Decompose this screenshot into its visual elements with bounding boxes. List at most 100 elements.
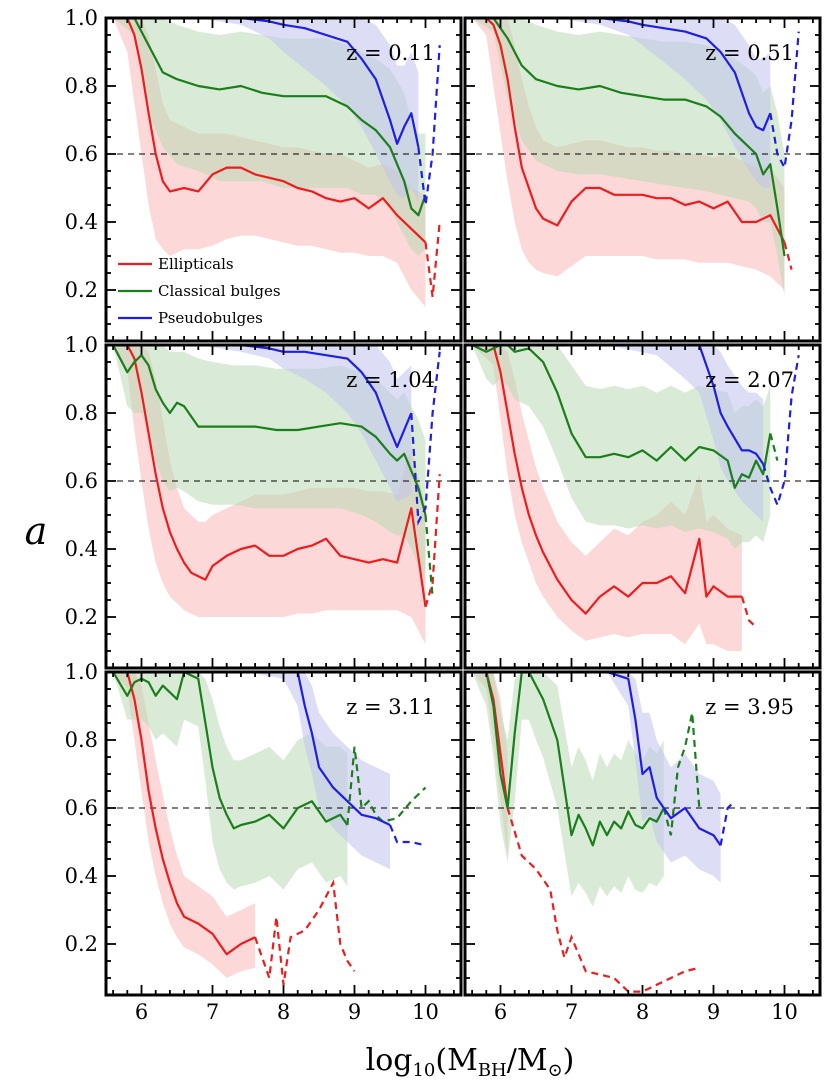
- y-tick-label: 0.6: [65, 469, 98, 493]
- dashed-line-ellipticals: [740, 596, 757, 628]
- dashed-line-ellipticals: [424, 474, 441, 608]
- line-ellipticals: [113, 345, 427, 607]
- dashed-line-pseudobulges: [769, 31, 800, 172]
- redshift-label: z = 3.95: [705, 695, 794, 719]
- y-tick-label: 0.2: [65, 278, 98, 302]
- band-ellipticals: [472, 345, 742, 651]
- plot-area: [106, 345, 461, 645]
- panel-2: z = 0.51: [463, 16, 822, 343]
- line-pseudobulges: [472, 345, 765, 465]
- dashed-line-classical-bulges: [769, 433, 779, 461]
- x-tick-label: 8: [277, 1000, 290, 1024]
- dashed-line-pseudobulges: [388, 824, 426, 847]
- band-ellipticals: [113, 672, 256, 978]
- panel-1: 0.2 0.4 0.6 0.8 1.0 z = 0.11: [65, 6, 463, 343]
- panel-3: 0.2 0.4 0.6 0.8 1.0 z = 1.04: [65, 333, 463, 670]
- plot-area: [106, 18, 461, 307]
- line-classical-bulges: [112, 672, 349, 830]
- band-pseudobulges: [472, 672, 721, 883]
- dashed-line-ellipticals: [506, 807, 700, 993]
- x-axis-label-sub: 10: [412, 1060, 435, 1081]
- line-pseudobulges: [113, 345, 413, 449]
- y-tick-label: 0.2: [65, 605, 98, 629]
- x-tick-label: 9: [707, 1000, 720, 1024]
- line-ellipticals: [113, 672, 256, 956]
- band-classical-bulges: [472, 345, 771, 549]
- line-ellipticals: [472, 345, 742, 615]
- x-tick-label: 9: [348, 1000, 361, 1024]
- band-classical-bulges: [472, 672, 664, 907]
- x-axis-label-log: log: [366, 1043, 413, 1078]
- y-tick-label: 0.4: [65, 537, 98, 561]
- line-classical-bulges: [472, 18, 786, 257]
- dashed-line-ellipticals: [424, 221, 441, 297]
- y-tick-label: 0.6: [65, 142, 98, 166]
- y-tick-label: 0.8: [65, 74, 98, 98]
- panels-group: 0.2 0.4 0.6 0.8 1.0 z = 0.11 z = 0.51 0.2 0.4 0.6…: [65, 6, 822, 1024]
- redshift-label: z = 2.07: [705, 368, 794, 392]
- dashed-line-pseudobulges: [410, 351, 441, 526]
- plot-area: [465, 672, 820, 993]
- plot-area: [106, 672, 461, 985]
- plot-area: [465, 345, 820, 651]
- y-tick-label: 0.6: [65, 796, 98, 820]
- x-tick-label: 6: [135, 1000, 148, 1024]
- band-pseudobulges: [113, 345, 412, 502]
- line-pseudobulges: [472, 18, 772, 132]
- plot-area: [465, 18, 820, 297]
- line-classical-bulges: [472, 672, 665, 847]
- dashed-line-ellipticals: [783, 242, 793, 270]
- x-axis-label-bh: BH: [478, 1060, 507, 1081]
- x-tick-label: 7: [206, 1000, 219, 1024]
- x-axis-label-sun: ⊙: [548, 1060, 563, 1081]
- y-tick-label: 0.8: [65, 401, 98, 425]
- band-pseudobulges: [113, 672, 390, 870]
- dashed-line-pseudobulges: [417, 45, 441, 206]
- y-tick-label: 0.4: [65, 864, 98, 888]
- redshift-label: z = 0.11: [346, 41, 435, 65]
- x-axis-label-open: (M: [435, 1043, 477, 1078]
- x-tick-label: 8: [636, 1000, 649, 1024]
- legend-label: Pseudobulges: [158, 309, 263, 327]
- line-ellipticals: [472, 18, 786, 243]
- x-tick-label: 10: [771, 1000, 798, 1024]
- y-tick-label: 0.4: [65, 210, 98, 234]
- line-pseudobulges: [113, 18, 420, 148]
- legend: Ellipticals Classical bulges Pseudobulges: [118, 255, 281, 327]
- legend-label: Classical bulges: [158, 282, 281, 300]
- y-tick-label: 1.0: [65, 333, 98, 357]
- y-tick-label: 1.0: [65, 660, 98, 684]
- band-pseudobulges: [472, 18, 771, 188]
- x-axis-label: log10(MBH/M⊙): [366, 1043, 575, 1081]
- line-classical-bulges: [113, 18, 427, 217]
- redshift-label: z = 3.11: [346, 695, 435, 719]
- dashed-line-classical-bulges: [424, 514, 434, 597]
- y-axis-label: a: [25, 509, 48, 553]
- dashed-line-pseudobulges: [762, 355, 800, 509]
- x-tick-label: 10: [412, 1000, 439, 1024]
- line-ellipticals: [113, 18, 427, 244]
- line-classical-bulges: [471, 345, 772, 489]
- line-classical-bulges: [112, 345, 427, 516]
- y-tick-label: 0.2: [65, 932, 98, 956]
- band-pseudobulges: [113, 18, 419, 202]
- dashed-line-classical-bulges: [346, 746, 427, 826]
- legend-label: Ellipticals: [158, 255, 234, 273]
- x-tick-label: 7: [565, 1000, 578, 1024]
- dashed-line-classical-bulges: [662, 712, 701, 836]
- panel-5: 0.2 0.4 0.6 0.8 1.0 6 7 8 9 10 z = 3.11: [65, 660, 463, 1024]
- dashed-line-ellipticals: [254, 879, 356, 985]
- panel-4: z = 2.07: [463, 343, 822, 670]
- redshift-label: z = 0.51: [705, 41, 794, 65]
- redshift-label: z = 1.04: [346, 368, 435, 392]
- y-tick-label: 0.8: [65, 728, 98, 752]
- band-classical-bulges: [113, 672, 348, 890]
- dashed-line-pseudobulges: [719, 800, 736, 846]
- x-axis-label-slash: /M: [507, 1043, 548, 1078]
- x-tick-label: 6: [494, 1000, 507, 1024]
- line-ellipticals: [472, 672, 509, 809]
- panel-6: 6 7 8 9 10 z = 3.95: [463, 670, 822, 1024]
- line-pseudobulges: [113, 672, 391, 826]
- x-axis-label-close: ): [563, 1043, 575, 1078]
